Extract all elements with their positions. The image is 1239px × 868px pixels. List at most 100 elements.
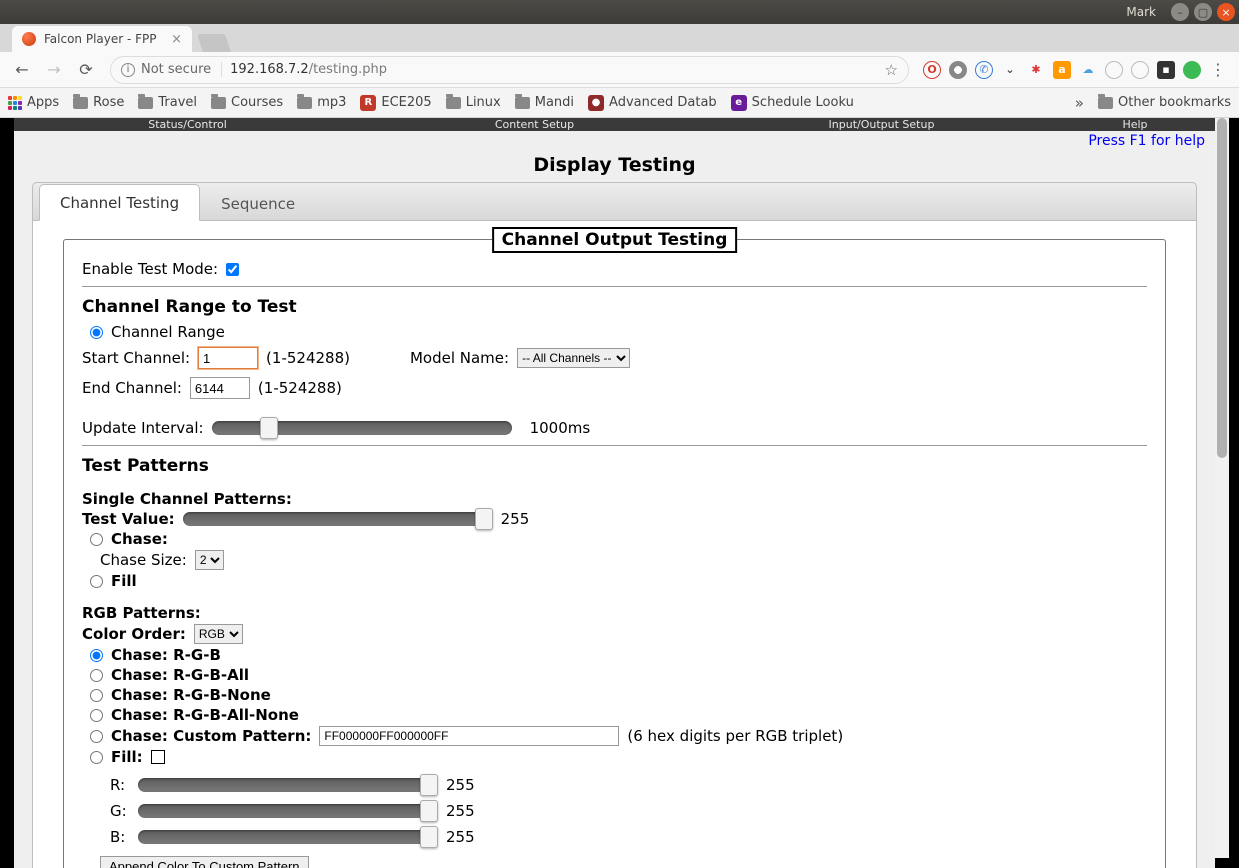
fill-g-slider[interactable] xyxy=(138,804,438,818)
append-color-button[interactable]: Append Color To Custom Pattern xyxy=(100,856,309,868)
tab-channel-testing[interactable]: Channel Testing xyxy=(39,184,200,221)
chase-size-label: Chase Size: xyxy=(100,551,187,569)
os-user-label: Mark xyxy=(1126,5,1156,19)
help-hint[interactable]: Press F1 for help xyxy=(14,131,1215,151)
slider-handle[interactable] xyxy=(420,774,438,796)
badge-icon: R xyxy=(360,95,376,111)
ext-grey1-icon[interactable] xyxy=(1105,61,1123,79)
badge-icon: ● xyxy=(588,95,604,111)
window-maximize-button[interactable]: ▢ xyxy=(1194,3,1212,21)
nav-forward-button[interactable]: → xyxy=(40,56,68,84)
range-mode-channelrange-radio[interactable] xyxy=(90,326,103,339)
fill-r-slider[interactable] xyxy=(138,778,438,792)
nav-back-button[interactable]: ← xyxy=(8,56,36,84)
window-close-button[interactable]: × xyxy=(1217,3,1235,21)
ext-cloud-icon[interactable]: ☁ xyxy=(1079,61,1097,79)
channel-output-fieldset: Channel Output Testing Enable Test Mode:… xyxy=(63,239,1166,868)
url-host: 192.168.7.2 xyxy=(230,62,309,77)
enable-test-checkbox[interactable] xyxy=(226,263,239,276)
favicon-icon xyxy=(22,32,36,46)
ext-bug-icon[interactable]: ✱ xyxy=(1027,61,1045,79)
bookmark-mandi[interactable]: Mandi xyxy=(515,95,574,110)
menu-content[interactable]: Content Setup xyxy=(361,118,708,131)
browser-tab-active[interactable]: Falcon Player - FPP × xyxy=(12,26,192,52)
fill-r-value: 255 xyxy=(446,776,475,794)
fill-g-label: G: xyxy=(110,802,130,820)
bookmark-courses[interactable]: Courses xyxy=(211,95,283,110)
folder-icon xyxy=(297,97,312,109)
ext-green-icon[interactable] xyxy=(1183,61,1201,79)
bookmark-ece205[interactable]: RECE205 xyxy=(360,95,431,111)
folder-icon xyxy=(73,97,88,109)
bookmark-star-icon[interactable]: ☆ xyxy=(885,61,898,79)
slider-handle[interactable] xyxy=(420,826,438,848)
folder-icon xyxy=(446,97,461,109)
browser-menu-button[interactable]: ⋮ xyxy=(1209,56,1227,84)
rgb-chase-rgb-radio[interactable] xyxy=(90,649,103,662)
bookmark-advdb[interactable]: ●Advanced Datab xyxy=(588,95,717,111)
folder-icon xyxy=(138,97,153,109)
pattern-fill-radio[interactable] xyxy=(90,575,103,588)
ext-chromium-icon[interactable] xyxy=(949,61,967,79)
tab-close-icon[interactable]: × xyxy=(171,32,182,47)
model-name-select[interactable]: -- All Channels -- xyxy=(517,348,630,368)
end-channel-hint: (1-524288) xyxy=(258,379,342,397)
menu-io[interactable]: Input/Output Setup xyxy=(708,118,1055,131)
fill-color-swatch[interactable] xyxy=(151,750,165,764)
window-minimize-button[interactable]: – xyxy=(1171,3,1189,21)
start-channel-input[interactable] xyxy=(198,347,258,369)
bookmark-bar: Apps Rose Travel Courses mp3 RECE205 Lin… xyxy=(0,88,1239,118)
slider-handle[interactable] xyxy=(420,800,438,822)
end-channel-label: End Channel: xyxy=(82,379,182,397)
bookmark-schedule[interactable]: eSchedule Looku xyxy=(731,95,854,111)
rgb-chase-custom-radio[interactable] xyxy=(90,730,103,743)
test-value-slider[interactable] xyxy=(183,512,493,526)
ext-opera-icon[interactable]: O xyxy=(923,61,941,79)
rgb-chase-rgb-none-radio[interactable] xyxy=(90,689,103,702)
single-patterns-heading: Single Channel Patterns: xyxy=(82,490,1147,508)
tab-sequence[interactable]: Sequence xyxy=(200,185,316,221)
bookmark-apps[interactable]: Apps xyxy=(8,95,59,110)
nav-reload-button[interactable]: ⟳ xyxy=(72,56,100,84)
ext-dark-icon[interactable]: ▪ xyxy=(1157,61,1175,79)
pattern-chase-radio[interactable] xyxy=(90,533,103,546)
scrollbar-thumb[interactable] xyxy=(1217,118,1227,458)
ext-amazon-icon[interactable]: a xyxy=(1053,61,1071,79)
slider-handle[interactable] xyxy=(475,508,493,530)
enable-test-label: Enable Test Mode: xyxy=(82,260,218,278)
bookmark-rose[interactable]: Rose xyxy=(73,95,124,110)
rgb-chase-rgb-all-radio[interactable] xyxy=(90,669,103,682)
chase-size-select[interactable]: 2 xyxy=(195,550,224,570)
slider-handle[interactable] xyxy=(260,417,278,439)
security-indicator[interactable]: i Not secure xyxy=(121,62,222,77)
vertical-scrollbar[interactable] xyxy=(1215,118,1229,858)
fill-b-slider[interactable] xyxy=(138,830,438,844)
ext-grey2-icon[interactable] xyxy=(1131,61,1149,79)
bookmark-other[interactable]: Other bookmarks xyxy=(1098,95,1231,110)
new-tab-button[interactable] xyxy=(197,34,231,52)
bookmark-label: mp3 xyxy=(317,95,346,110)
update-interval-slider[interactable] xyxy=(212,421,512,435)
color-order-select[interactable]: RGB xyxy=(194,624,243,644)
rgb-chase-rgb-all-none-radio[interactable] xyxy=(90,709,103,722)
menu-status[interactable]: Status/Control xyxy=(14,118,361,131)
bookmark-label: Travel xyxy=(158,95,197,110)
test-patterns-heading: Test Patterns xyxy=(82,456,1147,476)
menu-help[interactable]: Help xyxy=(1055,118,1215,131)
custom-pattern-input[interactable] xyxy=(319,726,619,746)
rgb-fill-radio[interactable] xyxy=(90,751,103,764)
pattern-fill-label: Fill xyxy=(111,572,137,590)
folder-icon xyxy=(211,97,226,109)
end-channel-input[interactable] xyxy=(190,377,250,399)
ext-phone-icon[interactable]: ✆ xyxy=(975,61,993,79)
pattern-chase-label: Chase: xyxy=(111,530,168,548)
ext-pocket-icon[interactable]: ⌄ xyxy=(1001,61,1019,79)
bookmark-travel[interactable]: Travel xyxy=(138,95,197,110)
bookmark-overflow-button[interactable]: » xyxy=(1075,94,1084,112)
bookmark-mp3[interactable]: mp3 xyxy=(297,95,346,110)
update-interval-label: Update Interval: xyxy=(82,419,204,437)
update-interval-value: 1000ms xyxy=(530,419,591,437)
bookmark-linux[interactable]: Linux xyxy=(446,95,501,110)
address-bar[interactable]: i Not secure 192.168.7.2/testing.php ☆ xyxy=(110,56,909,84)
divider xyxy=(82,445,1147,446)
